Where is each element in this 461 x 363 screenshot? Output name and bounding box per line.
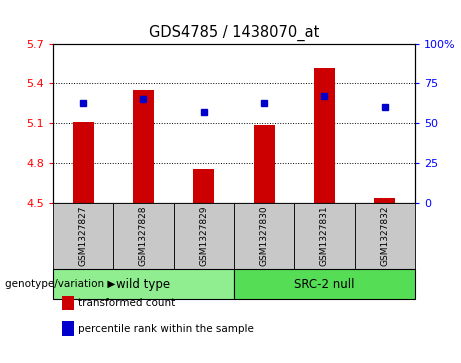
Text: genotype/variation ▶: genotype/variation ▶: [5, 279, 115, 289]
Bar: [193, 169, 214, 203]
Bar: [73, 122, 94, 203]
Text: GSM1327829: GSM1327829: [199, 206, 208, 266]
Text: transformed count: transformed count: [78, 298, 176, 308]
Text: GSM1327831: GSM1327831: [320, 205, 329, 266]
Text: wild type: wild type: [117, 278, 171, 290]
Text: GSM1327832: GSM1327832: [380, 206, 389, 266]
Title: GDS4785 / 1438070_at: GDS4785 / 1438070_at: [149, 25, 319, 41]
Text: percentile rank within the sample: percentile rank within the sample: [78, 323, 254, 334]
Text: SRC-2 null: SRC-2 null: [294, 278, 355, 290]
Text: GSM1327830: GSM1327830: [260, 205, 269, 266]
Bar: [254, 125, 275, 203]
Text: GSM1327828: GSM1327828: [139, 206, 148, 266]
Text: GSM1327827: GSM1327827: [79, 206, 88, 266]
Bar: [374, 198, 395, 203]
Bar: [133, 90, 154, 203]
Bar: [314, 68, 335, 203]
